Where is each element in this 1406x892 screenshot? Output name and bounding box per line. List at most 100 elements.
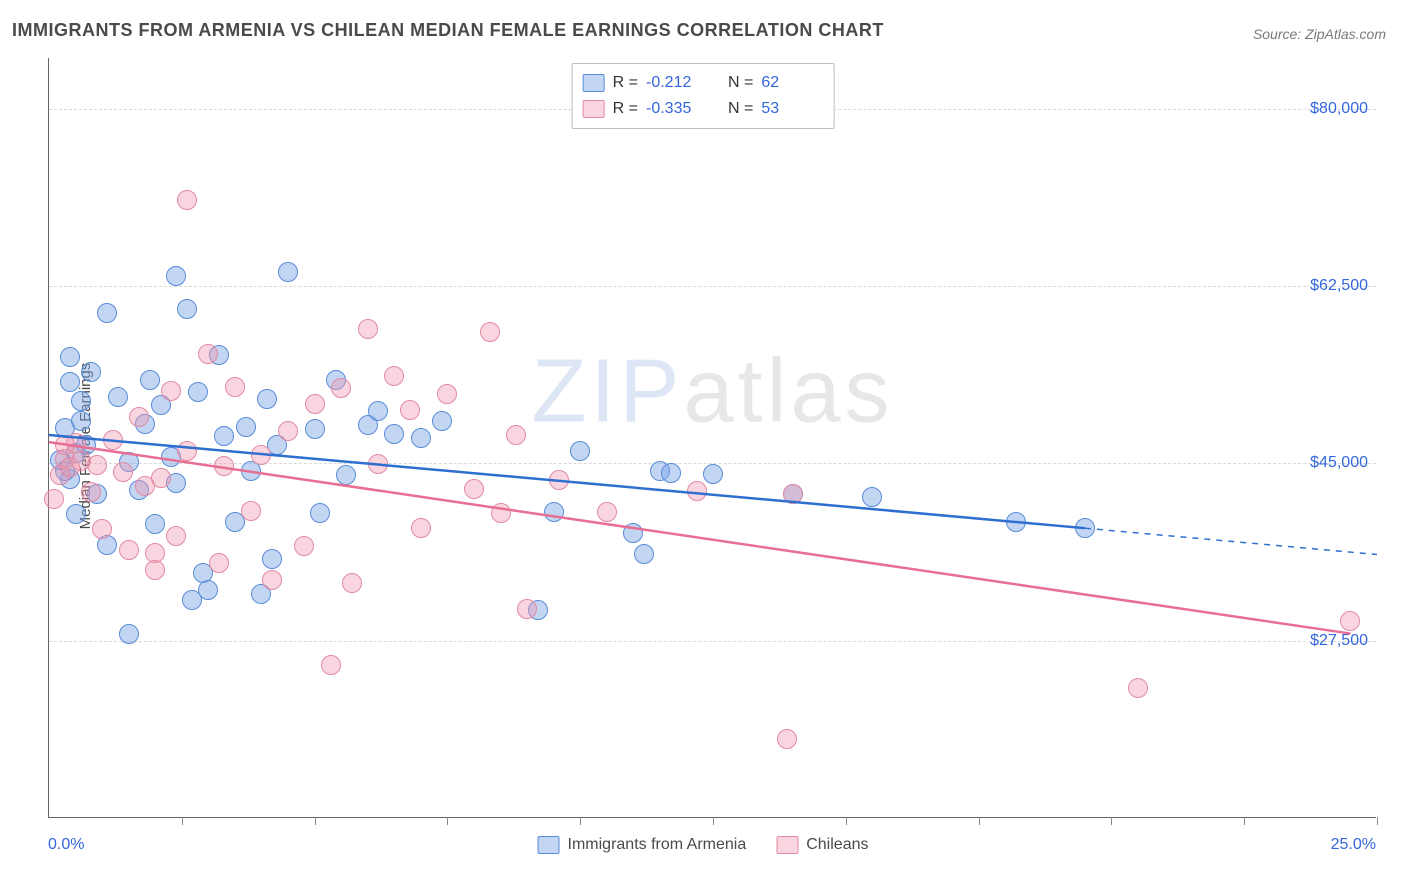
data-point-armenia xyxy=(60,347,80,367)
data-point-chileans xyxy=(517,599,537,619)
source-name: ZipAtlas.com xyxy=(1305,26,1386,42)
data-point-armenia xyxy=(108,387,128,407)
legend-label-chileans: Chileans xyxy=(806,836,868,854)
stats-row-armenia: R = -0.212 N = 62 xyxy=(583,70,822,96)
x-tick xyxy=(315,817,316,825)
data-point-chileans xyxy=(783,484,803,504)
data-point-armenia xyxy=(661,463,681,483)
data-point-armenia xyxy=(71,411,91,431)
x-tick xyxy=(1244,817,1245,825)
x-tick xyxy=(447,817,448,825)
data-point-armenia xyxy=(119,624,139,644)
data-point-chileans xyxy=(342,573,362,593)
data-point-armenia xyxy=(1075,518,1095,538)
data-point-armenia xyxy=(703,464,723,484)
trend-lines xyxy=(49,58,1377,818)
stats-n-label: N = xyxy=(728,70,753,96)
data-point-chileans xyxy=(491,503,511,523)
stats-n-label: N = xyxy=(728,96,753,122)
data-point-chileans xyxy=(480,322,500,342)
data-point-armenia xyxy=(278,262,298,282)
data-point-armenia xyxy=(262,549,282,569)
data-point-chileans xyxy=(177,441,197,461)
x-axis-min-label: 0.0% xyxy=(48,836,84,854)
data-point-armenia xyxy=(145,514,165,534)
data-point-armenia xyxy=(182,590,202,610)
data-point-chileans xyxy=(166,526,186,546)
data-point-chileans xyxy=(119,540,139,560)
data-point-chileans xyxy=(437,384,457,404)
stats-row-chileans: R = -0.335N = 53 xyxy=(583,96,822,122)
data-point-chileans xyxy=(368,454,388,474)
data-point-armenia xyxy=(60,372,80,392)
data-point-chileans xyxy=(549,470,569,490)
data-point-chileans xyxy=(464,479,484,499)
stats-n-value-armenia: 62 xyxy=(761,70,821,96)
data-point-armenia xyxy=(384,424,404,444)
data-point-chileans xyxy=(305,394,325,414)
source-label: Source: xyxy=(1253,26,1305,42)
data-point-armenia xyxy=(336,465,356,485)
data-point-armenia xyxy=(862,487,882,507)
data-point-armenia xyxy=(432,411,452,431)
data-point-armenia xyxy=(71,391,91,411)
data-point-chileans xyxy=(129,407,149,427)
data-point-chileans xyxy=(87,455,107,475)
stats-legend: R = -0.212N = 62R = -0.335N = 53 xyxy=(572,63,835,129)
x-tick xyxy=(182,817,183,825)
y-tick-label: $27,500 xyxy=(1310,632,1368,650)
data-point-armenia xyxy=(623,523,643,543)
data-point-chileans xyxy=(1340,611,1360,631)
data-point-armenia xyxy=(236,417,256,437)
stats-r-value-chileans: -0.335 xyxy=(646,96,706,122)
data-point-chileans xyxy=(331,378,351,398)
data-point-armenia xyxy=(177,299,197,319)
x-tick xyxy=(1111,817,1112,825)
data-point-chileans xyxy=(1128,678,1148,698)
stats-r-label: R = xyxy=(613,70,638,96)
y-tick-label: $62,500 xyxy=(1310,277,1368,295)
data-point-chileans xyxy=(506,425,526,445)
chart-plot-area: ZIPatlas $27,500 $45,000 $62,500 $80,000 xyxy=(48,58,1376,818)
data-point-chileans xyxy=(177,190,197,210)
data-point-chileans xyxy=(92,519,112,539)
data-point-armenia xyxy=(188,382,208,402)
x-tick xyxy=(713,817,714,825)
y-tick-label: $45,000 xyxy=(1310,454,1368,472)
data-point-armenia xyxy=(544,502,564,522)
data-point-chileans xyxy=(151,468,171,488)
data-point-chileans xyxy=(384,366,404,386)
data-point-armenia xyxy=(411,428,431,448)
gridline xyxy=(49,641,1376,642)
data-point-chileans xyxy=(358,319,378,339)
data-point-chileans xyxy=(411,518,431,538)
legend-swatch-chileans xyxy=(583,100,605,118)
watermark: ZIPatlas xyxy=(531,340,893,443)
data-point-chileans xyxy=(597,502,617,522)
data-point-chileans xyxy=(777,729,797,749)
x-tick xyxy=(979,817,980,825)
data-point-armenia xyxy=(140,370,160,390)
gridline xyxy=(49,286,1376,287)
data-point-chileans xyxy=(55,435,75,455)
legend-swatch-armenia xyxy=(538,836,560,854)
data-point-armenia xyxy=(81,362,101,382)
data-point-chileans xyxy=(262,570,282,590)
data-point-armenia xyxy=(310,503,330,523)
data-point-armenia xyxy=(570,441,590,461)
watermark-atlas: atlas xyxy=(683,341,893,441)
x-axis-max-label: 25.0% xyxy=(1331,836,1376,854)
y-tick-label: $80,000 xyxy=(1310,100,1368,118)
source-attribution: Source: ZipAtlas.com xyxy=(1253,26,1386,42)
data-point-chileans xyxy=(145,560,165,580)
data-point-chileans xyxy=(687,481,707,501)
data-point-armenia xyxy=(66,504,86,524)
data-point-chileans xyxy=(198,344,218,364)
legend-item-armenia: Immigrants from Armenia xyxy=(538,836,747,854)
stats-r-value-armenia: -0.212 xyxy=(646,70,706,96)
data-point-chileans xyxy=(251,445,271,465)
stats-r-label: R = xyxy=(613,96,638,122)
data-point-armenia xyxy=(214,426,234,446)
data-point-armenia xyxy=(257,389,277,409)
data-point-chileans xyxy=(103,430,123,450)
